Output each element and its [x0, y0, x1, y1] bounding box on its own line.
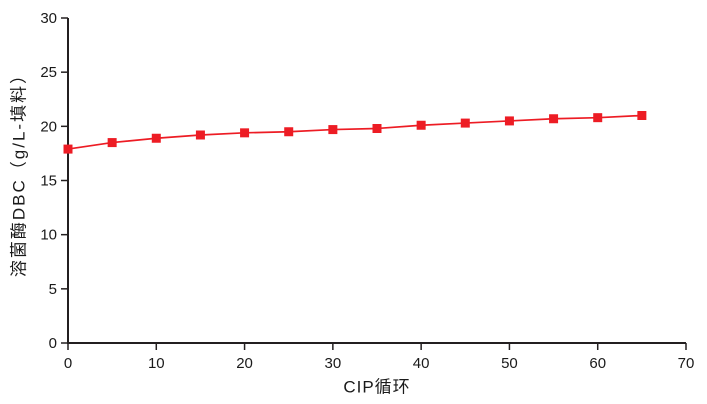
- data-point-marker: [195, 130, 205, 140]
- y-axis-title: 溶菌酶DBC（g/L-填料）: [9, 64, 29, 278]
- x-axis-title: CIP循环: [343, 377, 411, 397]
- data-point-marker: [284, 127, 294, 137]
- x-tick-label: 10: [148, 355, 165, 372]
- y-tick-label: 0: [49, 335, 57, 352]
- data-point-marker: [460, 118, 470, 128]
- x-tick-label: 70: [678, 355, 695, 372]
- y-tick-label: 30: [40, 10, 57, 27]
- data-line: [67, 114, 642, 150]
- y-tick-label: 15: [40, 173, 57, 190]
- data-point-marker: [240, 128, 250, 138]
- x-tick-label: 40: [413, 355, 430, 372]
- data-point-marker: [637, 111, 647, 120]
- x-tick-label: 50: [501, 355, 518, 372]
- y-tick-label: 25: [40, 64, 57, 81]
- data-point-marker: [549, 114, 559, 124]
- data-point-marker: [328, 125, 338, 135]
- axes: [67, 18, 686, 344]
- y-tick-label: 5: [49, 281, 57, 298]
- y-tick-label: 20: [40, 118, 57, 135]
- data-point-marker: [151, 133, 161, 143]
- data-point-marker: [416, 120, 426, 130]
- data-point-marker: [593, 113, 603, 123]
- x-tick-label: 30: [325, 355, 342, 372]
- data-point-marker: [372, 124, 382, 133]
- x-tick-label: 0: [64, 355, 72, 372]
- data-point-marker: [107, 138, 117, 148]
- data-point-marker: [63, 144, 73, 154]
- data-point-marker: [504, 116, 514, 126]
- x-tick-label: 20: [236, 355, 253, 372]
- x-tick-label: 60: [589, 355, 606, 372]
- y-tick-label: 10: [40, 227, 57, 244]
